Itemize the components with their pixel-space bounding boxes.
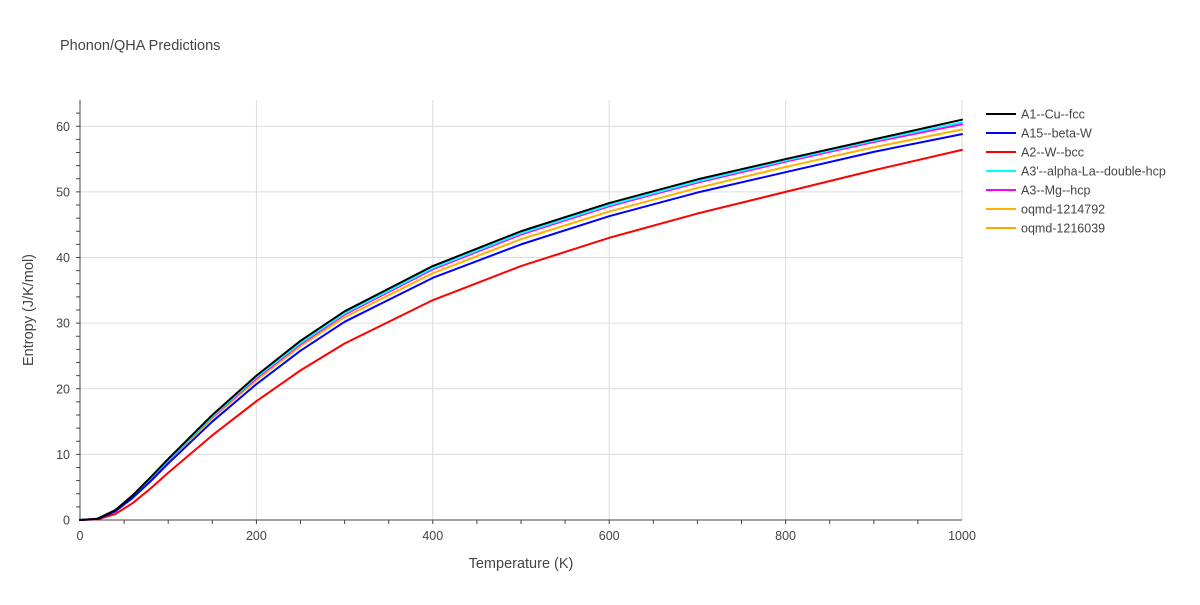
chart-title: Phonon/QHA Predictions — [60, 38, 220, 54]
x-tick-label: 1000 — [948, 529, 976, 543]
x-tick-label: 200 — [246, 529, 267, 543]
series-line-7[interactable] — [79, 121, 963, 521]
series-line-2[interactable] — [79, 133, 963, 521]
series-line-1[interactable] — [79, 118, 963, 521]
x-tick-label: 0 — [77, 529, 84, 543]
series-line-5[interactable] — [79, 123, 963, 521]
legend-label[interactable]: A15--beta-W — [1021, 127, 1092, 141]
x-axis-title: Temperature (K) — [469, 556, 574, 572]
x-tick-label: 800 — [775, 529, 796, 543]
y-tick-label: 10 — [56, 448, 70, 462]
axes: 0 200 400 600 800 1000 0 10 20 30 40 50 60 — [56, 100, 976, 543]
legend-label[interactable]: A3'--alpha-La--double-hcp — [1021, 165, 1166, 179]
plot-area — [79, 118, 963, 521]
series-line-3[interactable] — [79, 148, 963, 521]
y-tick-label: 50 — [56, 185, 70, 199]
x-tick-label: 400 — [422, 529, 443, 543]
y-tick-label: 0 — [63, 514, 70, 528]
legend-label[interactable]: oqmd-1216039 — [1021, 222, 1105, 236]
legend-label[interactable]: A2--W--bcc — [1021, 146, 1084, 160]
y-axis-title: Entropy (J/K/mol) — [21, 254, 37, 366]
legend: A1--Cu--fcc A15--beta-W A2--W--bcc A3'--alp… — [986, 108, 1166, 236]
grid-lines — [80, 100, 963, 520]
y-tick-label: 60 — [56, 120, 70, 134]
y-tick-label: 30 — [56, 317, 70, 331]
legend-label[interactable]: A3--Mg--hcp — [1021, 184, 1091, 198]
x-tick-label: 600 — [599, 529, 620, 543]
y-tick-label: 20 — [56, 382, 70, 396]
legend-label[interactable]: A1--Cu--fcc — [1021, 108, 1085, 122]
series-line-6[interactable] — [79, 128, 963, 521]
legend-label[interactable]: oqmd-1214792 — [1021, 203, 1105, 217]
y-tick-label: 40 — [56, 251, 70, 265]
